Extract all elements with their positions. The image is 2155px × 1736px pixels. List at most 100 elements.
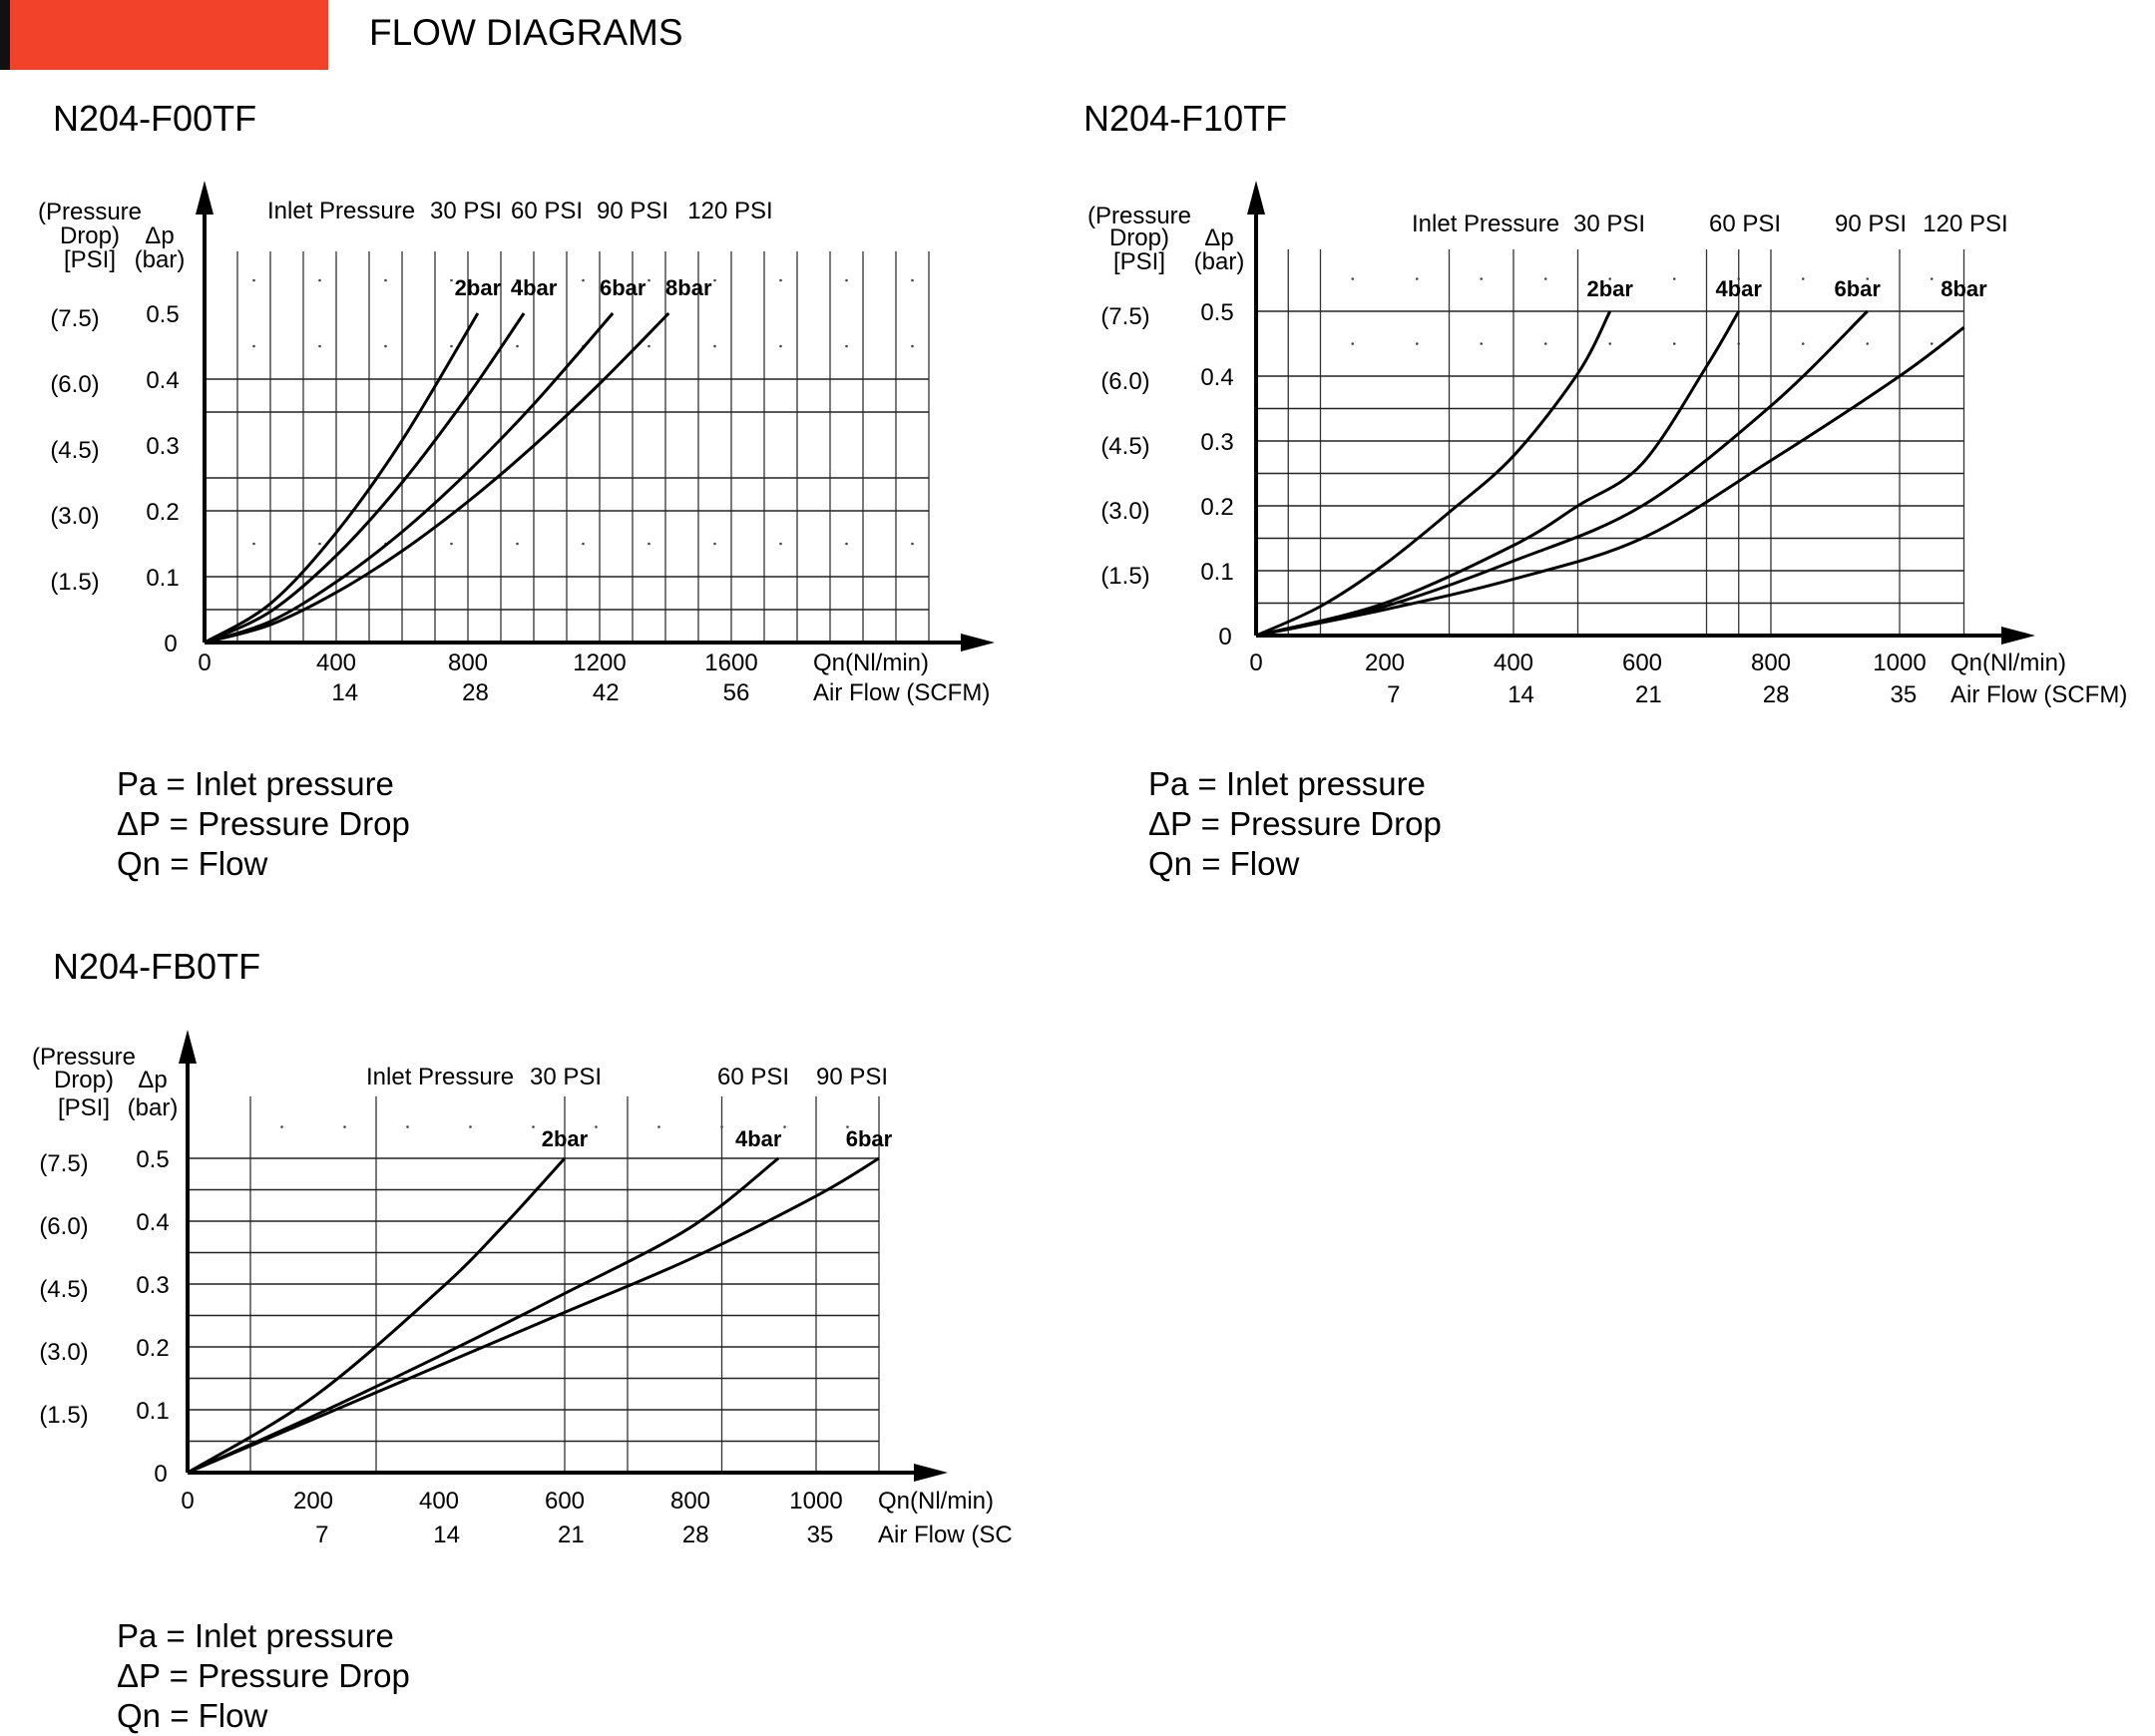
- grid-dot: [1608, 277, 1612, 280]
- y-psi-tick-label: (3.0): [1100, 498, 1149, 525]
- grid-dot: [1351, 277, 1355, 280]
- series-line-8bar: [204, 311, 670, 645]
- x-axis-label: Qn(Nl/min): [878, 1488, 994, 1515]
- series-label-4bar: 4bar: [1716, 276, 1763, 301]
- y-axis-bar-label: (bar): [128, 1094, 179, 1121]
- grid-dot: [720, 1125, 723, 1128]
- legend-qn: Qn = Flow: [117, 845, 268, 882]
- y-psi-tick-label: (7.5): [39, 1150, 88, 1177]
- grid-dot: [1866, 342, 1870, 345]
- grid-dot: [595, 1125, 598, 1128]
- x-tick-label: 800: [670, 1488, 710, 1515]
- grid-dot: [318, 344, 321, 348]
- grid-dot: [1415, 342, 1419, 345]
- y-axis-bar-label: Δp: [145, 222, 174, 249]
- series-line-2bar: [1255, 310, 1612, 638]
- legend-pa: Pa = Inlet pressure: [1148, 765, 1426, 802]
- grid-dot: [1930, 277, 1934, 280]
- grid-dot: [783, 1125, 786, 1128]
- grid-dot: [779, 542, 782, 546]
- series-label-4bar: 4bar: [511, 275, 558, 300]
- grid-dot: [1543, 277, 1547, 280]
- grid-dot: [450, 278, 453, 282]
- grid-dot: [1801, 342, 1805, 345]
- x-scfm-tick-label: 35: [1891, 681, 1918, 708]
- grid-dot: [516, 278, 519, 282]
- x-tick-label: 1000: [789, 1488, 842, 1515]
- series-line-6bar: [187, 1156, 880, 1475]
- legend-dp: ΔP = Pressure Drop: [117, 805, 410, 842]
- y-axis-bar-label: Δp: [138, 1067, 167, 1093]
- x-scfm-tick-label: 28: [462, 679, 489, 706]
- series-label-6bar: 6bar: [846, 1126, 893, 1151]
- inlet-pressure-value: 90 PSI: [597, 198, 668, 224]
- y-psi-tick-label: (7.5): [1100, 303, 1149, 330]
- y-psi-tick-label: (4.5): [1100, 433, 1149, 460]
- x-axis-label-scfm: Air Flow (SC: [878, 1521, 1013, 1548]
- x-axis-label-scfm: Air Flow (SCFM): [813, 679, 990, 706]
- x-tick-label: 400: [419, 1488, 459, 1515]
- grid-dot: [582, 542, 585, 546]
- grid-dot: [647, 344, 650, 348]
- grid-dot: [846, 1125, 849, 1128]
- inlet-pressure-value: 120 PSI: [687, 198, 772, 224]
- grid-dot: [1737, 342, 1741, 345]
- x-tick-label: 200: [1365, 650, 1405, 676]
- y-tick-label: 0.1: [136, 1398, 169, 1425]
- x-tick-label: 600: [545, 1488, 585, 1515]
- x-tick-label: 0: [181, 1488, 194, 1515]
- inlet-pressure-value: 60 PSI: [511, 198, 583, 224]
- x-tick-label: 800: [448, 650, 488, 676]
- y-tick-label: 0: [1218, 624, 1231, 651]
- y-tick-label: 0.4: [136, 1209, 169, 1236]
- grid-dot: [252, 278, 255, 282]
- x-tick-label: 200: [293, 1488, 333, 1515]
- x-tick-label: 1000: [1873, 650, 1926, 676]
- y-tick-label: 0.5: [146, 301, 179, 328]
- inlet-pressure-label: Inlet Pressure: [366, 1064, 514, 1090]
- x-axis-label-scfm: Air Flow (SCFM): [1950, 681, 2127, 708]
- x-scfm-tick-label: 21: [1635, 681, 1662, 708]
- inlet-pressure-value: 90 PSI: [816, 1064, 888, 1090]
- grid-dot: [384, 344, 387, 348]
- series-line-4bar: [204, 312, 526, 645]
- inlet-pressure-value: 120 PSI: [1923, 211, 2007, 237]
- x-scfm-tick-label: 14: [331, 679, 358, 706]
- grid-dot: [516, 542, 519, 546]
- grid-dot: [1672, 277, 1676, 280]
- x-axis-label: Qn(Nl/min): [1950, 650, 2066, 676]
- grid-dot: [713, 278, 716, 282]
- grid-dot: [845, 542, 848, 546]
- y-axis-psi-label: (Pressure: [32, 1044, 136, 1071]
- grid-dot: [384, 278, 387, 282]
- grid-dot: [713, 542, 716, 546]
- grid-dot: [1801, 277, 1805, 280]
- inlet-pressure-value: 30 PSI: [430, 198, 502, 224]
- grid-dot: [779, 278, 782, 282]
- y-axis-psi-label: (Pressure: [38, 199, 142, 225]
- x-axis-label: Qn(Nl/min): [813, 650, 929, 676]
- inlet-pressure-value: 30 PSI: [1573, 211, 1645, 237]
- grid-dot: [713, 344, 716, 348]
- y-tick-label: 0.1: [1200, 559, 1233, 586]
- series-line-8bar: [1255, 326, 1965, 638]
- chart-title-fb0tf: N204-FB0TF: [53, 946, 261, 987]
- y-axis-psi-label: [PSI]: [64, 246, 116, 273]
- x-tick-label: 400: [1494, 650, 1533, 676]
- legend-dp: ΔP = Pressure Drop: [117, 1657, 410, 1694]
- y-tick-label: 0.2: [136, 1335, 169, 1362]
- grid-dot: [1480, 342, 1484, 345]
- grid-dot: [779, 344, 782, 348]
- y-axis-psi-label: Drop): [60, 222, 120, 249]
- x-tick-label: 600: [1622, 650, 1662, 676]
- chart-title-f10tf: N204-F10TF: [1083, 98, 1288, 139]
- x-scfm-tick-label: 56: [723, 679, 750, 706]
- y-axis-arrow-icon: [196, 181, 214, 215]
- grid-dot: [1608, 342, 1612, 345]
- series-line-6bar: [204, 312, 615, 645]
- y-psi-tick-label: (3.0): [50, 503, 99, 530]
- x-tick-label: 400: [316, 650, 356, 676]
- series-label-6bar: 6bar: [600, 275, 646, 300]
- grid-dot: [1737, 277, 1741, 280]
